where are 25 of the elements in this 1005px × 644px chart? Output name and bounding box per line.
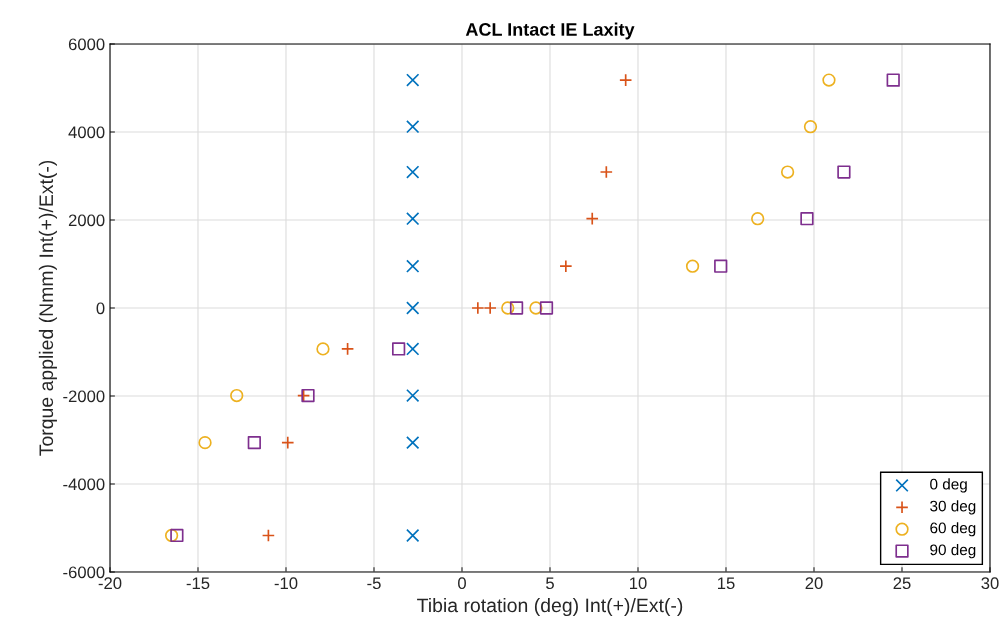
y-tick-label: 0 [96,302,105,315]
x-tick-label: 5 [546,577,554,590]
y-tick-label: -4000 [63,478,105,491]
legend-label: 60 deg [930,522,976,537]
y-tick-label: -6000 [63,566,105,579]
y-axis-title: Torque applied (Nmm) Int(+)/Ext(-) [38,160,57,456]
x-tick-label: -5 [367,577,381,590]
x-tick-label: 30 [981,577,999,590]
legend-label: 0 deg [930,478,967,493]
x-tick-label: 10 [630,577,647,590]
x-tick-label: 25 [893,577,911,590]
x-tick-label: -15 [186,577,210,590]
legend-label: 30 deg [930,500,976,515]
y-tick-label: 4000 [68,126,105,139]
x-tick-label: -20 [98,577,122,590]
y-tick-label: 2000 [68,214,105,227]
x-tick-label: -10 [274,577,298,590]
y-tick-label: -2000 [63,390,105,403]
x-tick-label: 20 [805,577,823,590]
x-tick-label: 0 [458,577,466,590]
legend-label: 90 deg [930,544,976,559]
x-tick-label: 15 [718,577,735,590]
y-tick-label: 6000 [68,38,105,51]
x-axis-title: Tibia rotation (deg) Int(+)/Ext(-) [417,597,683,617]
chart-title: ACL Intact IE Laxity [465,22,635,40]
